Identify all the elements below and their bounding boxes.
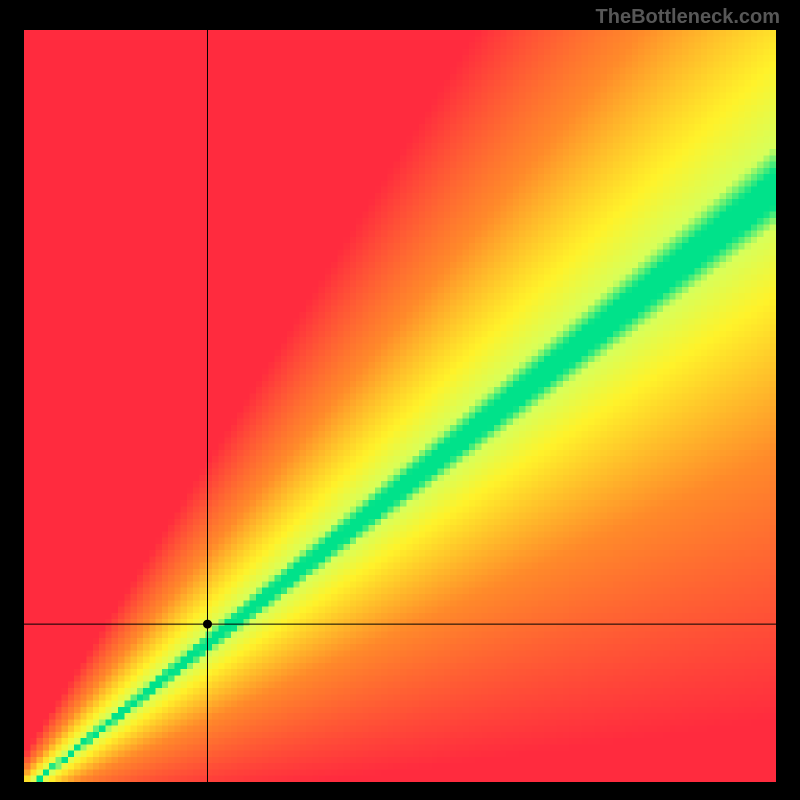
chart-container: TheBottleneck.com xyxy=(0,0,800,800)
watermark-text: TheBottleneck.com xyxy=(596,6,780,29)
heatmap-canvas xyxy=(24,30,776,782)
plot-area xyxy=(24,30,776,782)
